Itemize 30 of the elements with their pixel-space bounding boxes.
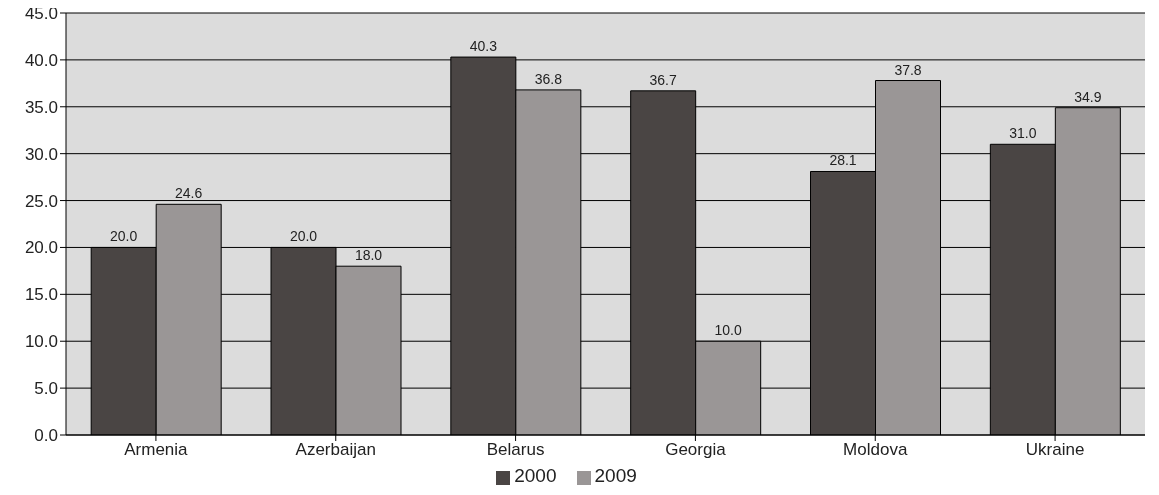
x-tick-label: Armenia (124, 440, 189, 460)
y-tick-label: 30.0 (24, 144, 58, 164)
x-tick-label: Ukraine (1025, 440, 1085, 460)
y-tick-label: 35.0 (24, 97, 58, 117)
y-tick-label: 25.0 (24, 191, 58, 211)
legend-label: 2000 (514, 465, 557, 486)
y-tick-label: 45.0 (24, 4, 58, 24)
data-label: 37.8 (894, 61, 922, 78)
x-tick-label: Georgia (665, 440, 727, 460)
y-tick-label: 10.0 (24, 332, 58, 352)
data-label: 20.0 (289, 228, 318, 245)
x-tick-label: Azerbaijan (295, 440, 376, 460)
y-tick-label: 15.0 (24, 285, 58, 305)
x-tick-label: Moldova (843, 440, 908, 460)
data-label: 36.8 (534, 70, 563, 87)
x-tick-label: Belarus (486, 440, 545, 460)
data-label: 40.3 (469, 38, 498, 55)
data-label: 31.0 (1009, 125, 1037, 142)
y-tick-label: 0.0 (34, 426, 58, 446)
data-label: 34.9 (1074, 88, 1102, 105)
data-label: 18.0 (354, 247, 383, 264)
y-tick-label: 5.0 (34, 379, 58, 399)
y-tick-label: 40.0 (24, 50, 58, 70)
data-label: 20.0 (110, 228, 138, 245)
data-label: 24.6 (175, 185, 203, 202)
data-label: 28.1 (829, 152, 857, 169)
data-label: 36.7 (649, 71, 678, 88)
y-tick-label: 20.0 (24, 238, 58, 258)
data-label: 10.0 (714, 322, 743, 339)
legend-label: 2009 (594, 465, 637, 486)
